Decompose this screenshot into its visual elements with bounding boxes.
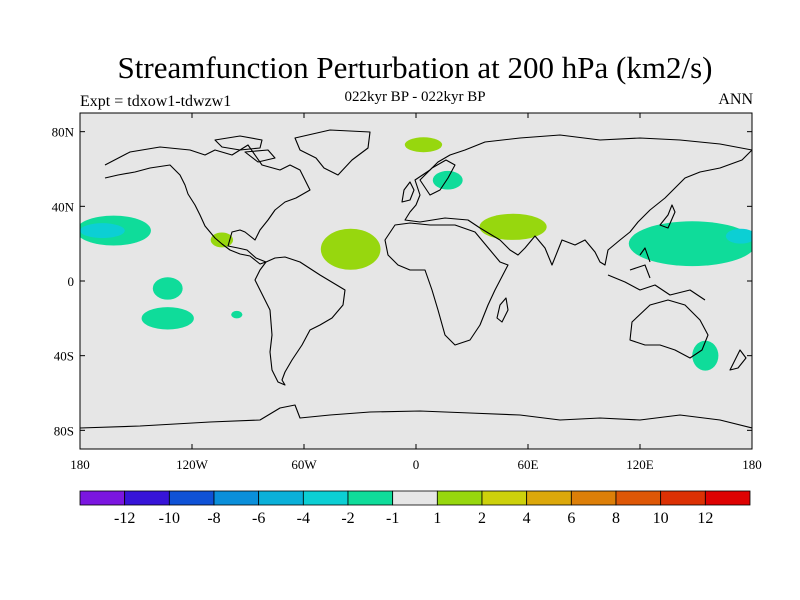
coast-africa [384,222,509,346]
coast-new-zealand [729,349,747,371]
coast-arctic-islands [214,135,276,163]
lat-tick-label: 40S [54,349,74,364]
anomaly-layer [80,137,752,371]
colorbar-label: -2 [341,510,354,527]
coastlines [80,129,752,429]
anomaly-region-3 [152,277,183,300]
colorbar-label: 6 [567,510,575,527]
season-label: ANN [718,91,753,108]
colorbar-swatch-3 [168,490,215,506]
coast-australia [629,299,709,359]
anomaly-region-2 [80,223,125,239]
colorbar-label: -6 [252,510,265,527]
coast-europe-asia [404,134,752,266]
lon-tick-label: 120W [176,457,209,472]
lat-tick-label: 80N [52,125,75,140]
anomaly-region-11 [628,221,752,267]
coast-antarctica [80,404,752,429]
colorbar-swatch-11 [526,490,572,506]
colorbar-swatch-9 [436,490,483,506]
anomaly-region-6 [210,232,234,248]
colorbar-label: 1 [433,510,441,527]
colorbar-label: -12 [114,510,135,527]
colorbar-swatch-8 [392,490,438,506]
coast-japan [659,204,676,229]
colorbar-swatch-2 [124,490,170,506]
colorbar-label: -1 [386,510,399,527]
lon-tick-label: 180 [70,457,90,472]
anomaly-region-10 [432,170,463,190]
colorbar-swatch-5 [258,490,304,506]
map-background [80,113,752,449]
anomaly-region-5 [231,310,243,319]
colorbar-label: -8 [207,510,220,527]
anomaly-region-12 [725,228,752,244]
colorbar-swatch-14 [660,490,706,506]
axis-ticks: 80N 40N 0 40S 80S 180 120W 60W 0 60E 120E 180 [52,113,762,472]
lat-tick-label: 0 [68,274,75,289]
anomaly-region-9 [479,213,547,240]
anomaly-region-13 [692,340,719,371]
colorbar-swatch-7 [347,490,394,506]
colorbar-swatch-10 [481,490,528,506]
colorbar-label: -4 [297,510,310,527]
colorbar: -12 -10 -8 -6 -4 -2 -1 1 2 4 6 8 10 12 [79,490,751,527]
coast-uk [401,181,415,203]
coast-madagascar [496,297,509,323]
colorbar-label: 2 [478,510,486,527]
lon-tick-label: 60W [291,457,317,472]
coast-indonesia [607,247,706,301]
lon-tick-label: 180 [742,457,762,472]
coast-scandinavia [419,159,456,196]
colorbar-swatch-13 [615,490,662,506]
lon-tick-label: 60E [518,457,539,472]
lat-tick-label: 40N [52,199,75,214]
chart-title: Streamfunction Perturbation at 200 hPa (… [117,50,713,85]
colorbar-label: 12 [697,510,713,527]
colorbar-swatch-6 [302,490,349,506]
lat-tick-label: 80S [54,423,74,438]
lon-tick-label: 120E [626,457,654,472]
colorbar-label: -10 [159,510,180,527]
experiment-label: Expt = tdxow1-tdwzw1 [80,93,232,110]
time-range-subtitle: 022kyr BP - 022kyr BP [344,89,486,105]
colorbar-label: 4 [523,510,531,527]
coast-south-america [254,256,346,386]
anomaly-region-4 [141,307,194,330]
colorbar-label: 8 [612,510,620,527]
colorbar-label: 10 [653,510,669,527]
colorbar-swatch-4 [213,490,260,506]
colorbar-swatch-1 [79,490,126,506]
colorbar-swatch-15 [704,490,751,506]
anomaly-region-8 [404,137,443,153]
lon-tick-label: 0 [413,457,420,472]
colorbar-swatch-12 [570,490,617,506]
coast-greenland [294,129,371,176]
anomaly-region-7 [320,228,381,270]
